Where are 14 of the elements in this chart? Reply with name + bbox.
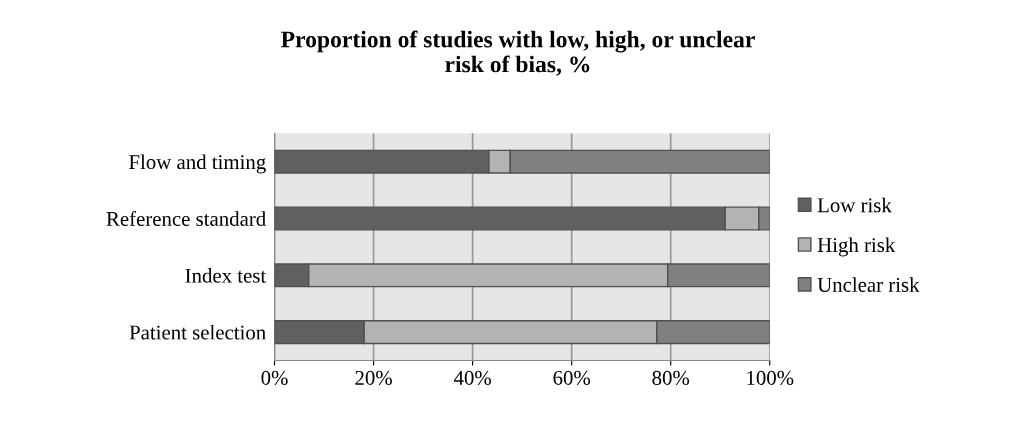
y-tick-label: Index test: [185, 268, 267, 283]
y-tick-label: Flow and timing: [129, 154, 266, 174]
legend-label: Low risk: [817, 197, 892, 213]
x-tick-label: 100%: [747, 370, 794, 385]
y-tick-label: Reference standard: [106, 211, 266, 226]
x-tick-label: 20%: [355, 370, 392, 385]
x-tick-label: 0%: [261, 370, 288, 385]
legend-label: Unclear risk: [817, 277, 920, 292]
x-tick-label: 80%: [652, 370, 690, 385]
chart-title: Proportion of studies with low, high, or unclear risk of bias, %: [281, 30, 755, 76]
x-tick-label: 40%: [453, 370, 492, 385]
legend-label: High risk: [817, 237, 896, 257]
y-tick-label: Patient selection: [129, 324, 266, 340]
x-tick-label: 60%: [553, 370, 591, 385]
